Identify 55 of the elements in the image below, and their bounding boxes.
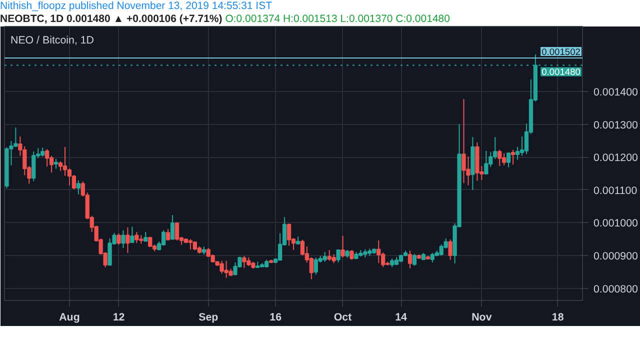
- candlestick: [32, 151, 36, 182]
- x-tick-label: Sep: [198, 312, 219, 324]
- text: Nithish_floopz published November 13, 2019 14:55:31 IST: [0, 0, 272, 12]
- y-tick-label: 0.000900: [594, 250, 638, 263]
- candlestick: [166, 228, 170, 241]
- candlestick: [350, 249, 354, 260]
- candlestick: [121, 230, 126, 248]
- y-tick-label: 0.001000: [594, 218, 638, 230]
- text: NEO / Bitcoin, 1D: [10, 34, 94, 46]
- candlestick: [174, 222, 180, 241]
- candlestick: [510, 149, 516, 166]
- candlestick: [506, 152, 511, 168]
- candlestick: [448, 238, 452, 260]
- candlestick: [322, 251, 327, 262]
- candlestick: [144, 231, 148, 242]
- y-tick-label: 0.001200: [594, 152, 638, 164]
- candlestick: [520, 136, 524, 156]
- y-tick-label: 0.000800: [594, 283, 638, 296]
- candlestick: [116, 233, 121, 246]
- candlestick: [286, 223, 292, 246]
- candlestick: [134, 231, 139, 244]
- ref-line-label: 0.001480: [542, 67, 581, 78]
- candlestick: [67, 168, 72, 186]
- candlestick: [170, 214, 175, 240]
- candlestick: [126, 226, 130, 254]
- candlestick: [340, 235, 345, 258]
- candlestick: [336, 248, 340, 263]
- y-tick-label: 0.001300: [594, 119, 638, 132]
- x-tick-label: 12: [112, 312, 125, 324]
- x-tick-label: 14: [395, 312, 408, 324]
- candlestick: [188, 238, 193, 250]
- candlestick: [161, 230, 166, 246]
- candlestick: [58, 160, 63, 172]
- text: O:0.001374 H:0.001513 L:0.001370 C:0.001480: [225, 13, 450, 25]
- candlestick: [376, 240, 381, 264]
- candlestick: [62, 146, 68, 176]
- candlestick: [412, 253, 417, 266]
- candlestick: [54, 158, 58, 170]
- y-tick-label: 0.001100: [594, 184, 638, 197]
- candlestick: [309, 257, 314, 280]
- candlestick: [484, 150, 488, 175]
- text: NEOBTC, 1D 0.001480 ▲ +0.000106 (+7.71%): [0, 13, 222, 25]
- ref-line-label: 0.001502: [542, 47, 581, 57]
- candlestick: [130, 226, 134, 244]
- candlestick: [515, 146, 520, 160]
- candlestick: [498, 149, 502, 166]
- y-tick-label: 0.001400: [594, 86, 638, 98]
- candlestick: [76, 180, 80, 196]
- candlestick: [45, 148, 50, 168]
- x-tick-label: Nov: [472, 312, 492, 324]
- x-tick-label: Oct: [334, 312, 352, 324]
- x-tick-label: Aug: [59, 312, 80, 324]
- x-tick-label: 18: [552, 312, 564, 324]
- x-tick-label: 16: [270, 312, 282, 324]
- candlestick: [408, 250, 412, 269]
